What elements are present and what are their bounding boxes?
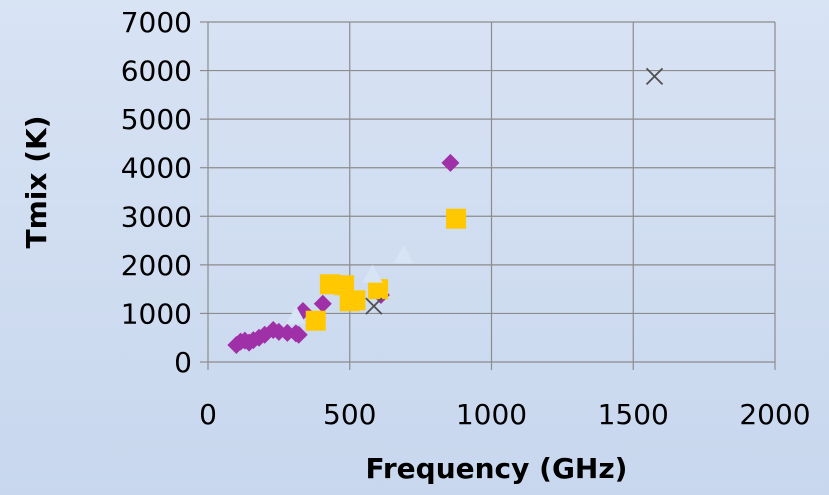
data-point-diamond bbox=[289, 325, 308, 344]
data-point-square bbox=[305, 310, 326, 331]
y-tick-label: 0 bbox=[174, 346, 192, 379]
data-point-triangle bbox=[362, 264, 383, 283]
data-point-triangle bbox=[285, 305, 306, 324]
data-point-triangle bbox=[393, 245, 414, 264]
tick-labels: 0 1000 2000 3000 4000 5000 6000 7000 0 500 1000 150… bbox=[121, 6, 811, 431]
x-tick-label: 500 bbox=[323, 398, 376, 431]
x-tick-label: 0 bbox=[199, 398, 217, 431]
data-point-diamond bbox=[441, 153, 460, 172]
y-tick-label: 7000 bbox=[121, 6, 192, 39]
data-point-x bbox=[645, 67, 664, 86]
data-point-square bbox=[345, 290, 366, 311]
x-tick-label: 2000 bbox=[739, 398, 810, 431]
data-points bbox=[227, 67, 664, 354]
data-point-square bbox=[368, 279, 389, 300]
x-tick-label: 1000 bbox=[456, 398, 527, 431]
data-point-diamond bbox=[313, 294, 332, 313]
y-tick-label: 6000 bbox=[121, 55, 192, 88]
x-axis-title: Frequency (GHz) bbox=[366, 452, 628, 485]
y-tick-label: 5000 bbox=[121, 103, 192, 136]
data-point-square bbox=[334, 275, 355, 296]
grid bbox=[208, 21, 776, 362]
x-tick-label: 1500 bbox=[598, 398, 669, 431]
y-tick-label: 2000 bbox=[121, 249, 192, 282]
y-axis-title: Tmix (K) bbox=[20, 116, 53, 249]
y-tick-label: 4000 bbox=[121, 152, 192, 185]
data-point-x bbox=[365, 297, 383, 315]
y-tick-label: 1000 bbox=[121, 297, 192, 330]
axes bbox=[200, 21, 776, 370]
y-tick-label: 3000 bbox=[121, 200, 192, 233]
data-point-square bbox=[446, 208, 467, 229]
